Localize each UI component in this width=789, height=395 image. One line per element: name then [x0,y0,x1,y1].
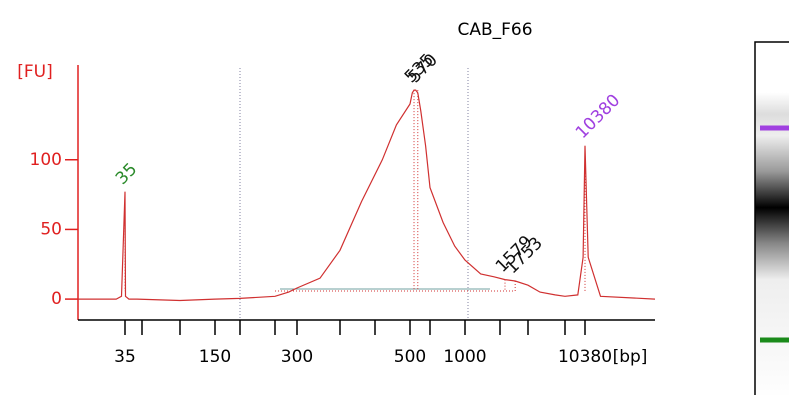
page: {"chart_data": {"type": "line", "title":… [0,0,789,395]
y-tick-label: 0 [51,289,62,309]
gel-lane [755,42,789,395]
x-tick-label: 35 [114,347,136,367]
x-tick-label: 150 [199,347,231,367]
x-tick-label: 300 [281,347,313,367]
y-tick-label: 100 [30,150,62,170]
y-tick-label: 50 [40,219,62,239]
chart-title: CAB_F66 [457,20,532,40]
x-axis-unit: [bp] [613,347,648,367]
trace [78,90,655,300]
chart: CAB_F66 [FU] [bp] 0 50 100 35 150 300 500 1000 1… [0,0,789,395]
x-tick-label: 500 [394,347,426,367]
y-axis-label: [FU] [17,62,53,82]
peak-label: 35 [112,159,141,188]
peak-label: 10380 [572,90,624,142]
x-tick-label: 1000 [443,347,486,367]
x-tick-label: 10380 [558,347,612,367]
